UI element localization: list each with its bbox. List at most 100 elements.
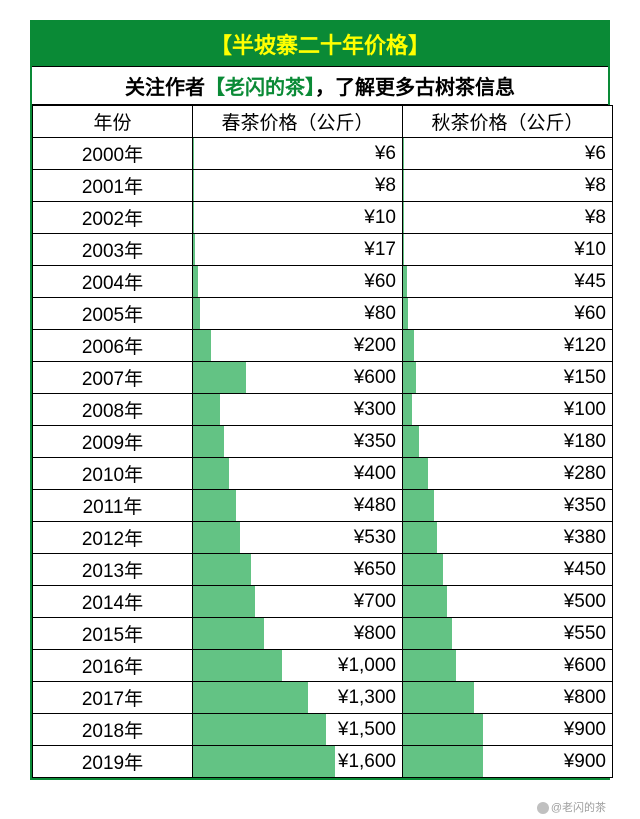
- autumn-bar: [403, 586, 447, 617]
- watermark-text: @老闪的茶: [551, 802, 606, 814]
- table-body: 2000年¥6¥62001年¥8¥82002年¥10¥82003年¥17¥102…: [33, 138, 613, 778]
- autumn-price-cell: ¥45: [403, 266, 613, 298]
- spring-bar: [193, 522, 240, 553]
- spring-bar: [193, 330, 211, 361]
- autumn-price-value: ¥10: [574, 239, 606, 260]
- autumn-price-value: ¥550: [564, 623, 606, 644]
- table-row: 2009年¥350¥180: [33, 426, 613, 458]
- spring-price-cell: ¥10: [193, 202, 403, 234]
- autumn-price-value: ¥600: [564, 655, 606, 676]
- year-cell: 2008年: [33, 394, 193, 426]
- autumn-price-value: ¥45: [574, 271, 606, 292]
- spring-bar: [193, 746, 335, 777]
- spring-price-value: ¥8: [375, 175, 396, 196]
- spring-bar: [193, 714, 326, 745]
- col-header-spring: 春茶价格（公斤）: [193, 106, 403, 138]
- spring-price-cell: ¥650: [193, 554, 403, 586]
- autumn-price-value: ¥6: [585, 143, 606, 164]
- autumn-price-cell: ¥600: [403, 650, 613, 682]
- table-row: 2008年¥300¥100: [33, 394, 613, 426]
- autumn-bar: [403, 490, 434, 521]
- spring-price-cell: ¥1,300: [193, 682, 403, 714]
- autumn-price-value: ¥900: [564, 751, 606, 772]
- spring-price-cell: ¥200: [193, 330, 403, 362]
- spring-price-cell: ¥800: [193, 618, 403, 650]
- year-cell: 2009年: [33, 426, 193, 458]
- table-row: 2019年¥1,600 ¥900: [33, 746, 613, 778]
- spring-price-cell: ¥60: [193, 266, 403, 298]
- spring-price-cell: ¥1,500: [193, 714, 403, 746]
- autumn-price-value: ¥280: [564, 463, 606, 484]
- autumn-price-cell: ¥550: [403, 618, 613, 650]
- year-cell: 2017年: [33, 682, 193, 714]
- spring-price-cell: ¥8: [193, 170, 403, 202]
- autumn-price-cell: ¥280: [403, 458, 613, 490]
- watermark-logo-icon: [537, 802, 549, 814]
- spring-price-cell: ¥300: [193, 394, 403, 426]
- autumn-bar: [403, 682, 474, 713]
- table-row: 2018年¥1,500¥900: [33, 714, 613, 746]
- spring-bar: [193, 458, 229, 489]
- autumn-price-value: ¥8: [585, 175, 606, 196]
- spring-bar: [193, 298, 200, 329]
- spring-price-value: ¥350: [354, 431, 396, 452]
- autumn-price-cell: ¥6: [403, 138, 613, 170]
- autumn-price-value: ¥900: [564, 719, 606, 740]
- year-cell: 2005年: [33, 298, 193, 330]
- subtitle-pre: 关注作者: [125, 77, 205, 99]
- spring-price-value: ¥400: [354, 463, 396, 484]
- autumn-price-cell: ¥380: [403, 522, 613, 554]
- table-row: 2007年¥600¥150: [33, 362, 613, 394]
- spring-price-cell: ¥480: [193, 490, 403, 522]
- autumn-price-value: ¥60: [574, 303, 606, 324]
- subtitle-post: ，了解更多古树茶信息: [315, 77, 515, 99]
- year-cell: 2007年: [33, 362, 193, 394]
- autumn-bar: [403, 746, 483, 777]
- autumn-bar: [403, 618, 452, 649]
- year-cell: 2014年: [33, 586, 193, 618]
- autumn-price-cell: ¥10: [403, 234, 613, 266]
- autumn-price-value: ¥500: [564, 591, 606, 612]
- autumn-bar: [403, 266, 407, 297]
- table-title: 【半坡寨二十年价格】: [32, 22, 608, 67]
- autumn-price-cell: ¥450: [403, 554, 613, 586]
- spring-bar: [193, 650, 282, 681]
- table-row: 2005年¥80 ¥60: [33, 298, 613, 330]
- spring-bar: [193, 202, 194, 233]
- autumn-price-cell: ¥900: [403, 746, 613, 778]
- year-cell: 2002年: [33, 202, 193, 234]
- autumn-price-value: ¥150: [564, 367, 606, 388]
- spring-price-value: ¥1,500: [338, 719, 396, 740]
- autumn-bar: [403, 362, 416, 393]
- autumn-bar: [403, 458, 428, 489]
- spring-price-cell: ¥1,000: [193, 650, 403, 682]
- autumn-price-value: ¥350: [564, 495, 606, 516]
- year-cell: 2000年: [33, 138, 193, 170]
- year-cell: 2003年: [33, 234, 193, 266]
- spring-price-value: ¥300: [354, 399, 396, 420]
- autumn-price-cell: ¥8: [403, 170, 613, 202]
- year-cell: 2001年: [33, 170, 193, 202]
- autumn-price-cell: ¥120: [403, 330, 613, 362]
- spring-price-cell: ¥80: [193, 298, 403, 330]
- table-row: 2013年¥650¥450: [33, 554, 613, 586]
- watermark: @老闪的茶: [537, 799, 606, 815]
- spring-price-value: ¥1,300: [338, 687, 396, 708]
- year-cell: 2016年: [33, 650, 193, 682]
- spring-price-cell: ¥400: [193, 458, 403, 490]
- spring-bar: [193, 554, 251, 585]
- year-cell: 2004年: [33, 266, 193, 298]
- spring-price-cell: ¥1,600: [193, 746, 403, 778]
- subtitle-author: 【老闪的茶】: [205, 77, 315, 99]
- autumn-price-value: ¥800: [564, 687, 606, 708]
- autumn-price-value: ¥450: [564, 559, 606, 580]
- table-row: 2016年 ¥1,000 ¥600: [33, 650, 613, 682]
- spring-price-value: ¥480: [354, 495, 396, 516]
- autumn-price-cell: ¥900: [403, 714, 613, 746]
- year-cell: 2019年: [33, 746, 193, 778]
- spring-price-value: ¥1,000: [338, 655, 396, 676]
- autumn-price-value: ¥380: [564, 527, 606, 548]
- spring-bar: [193, 266, 198, 297]
- autumn-price-value: ¥120: [564, 335, 606, 356]
- table-row: 2011年¥480¥350: [33, 490, 613, 522]
